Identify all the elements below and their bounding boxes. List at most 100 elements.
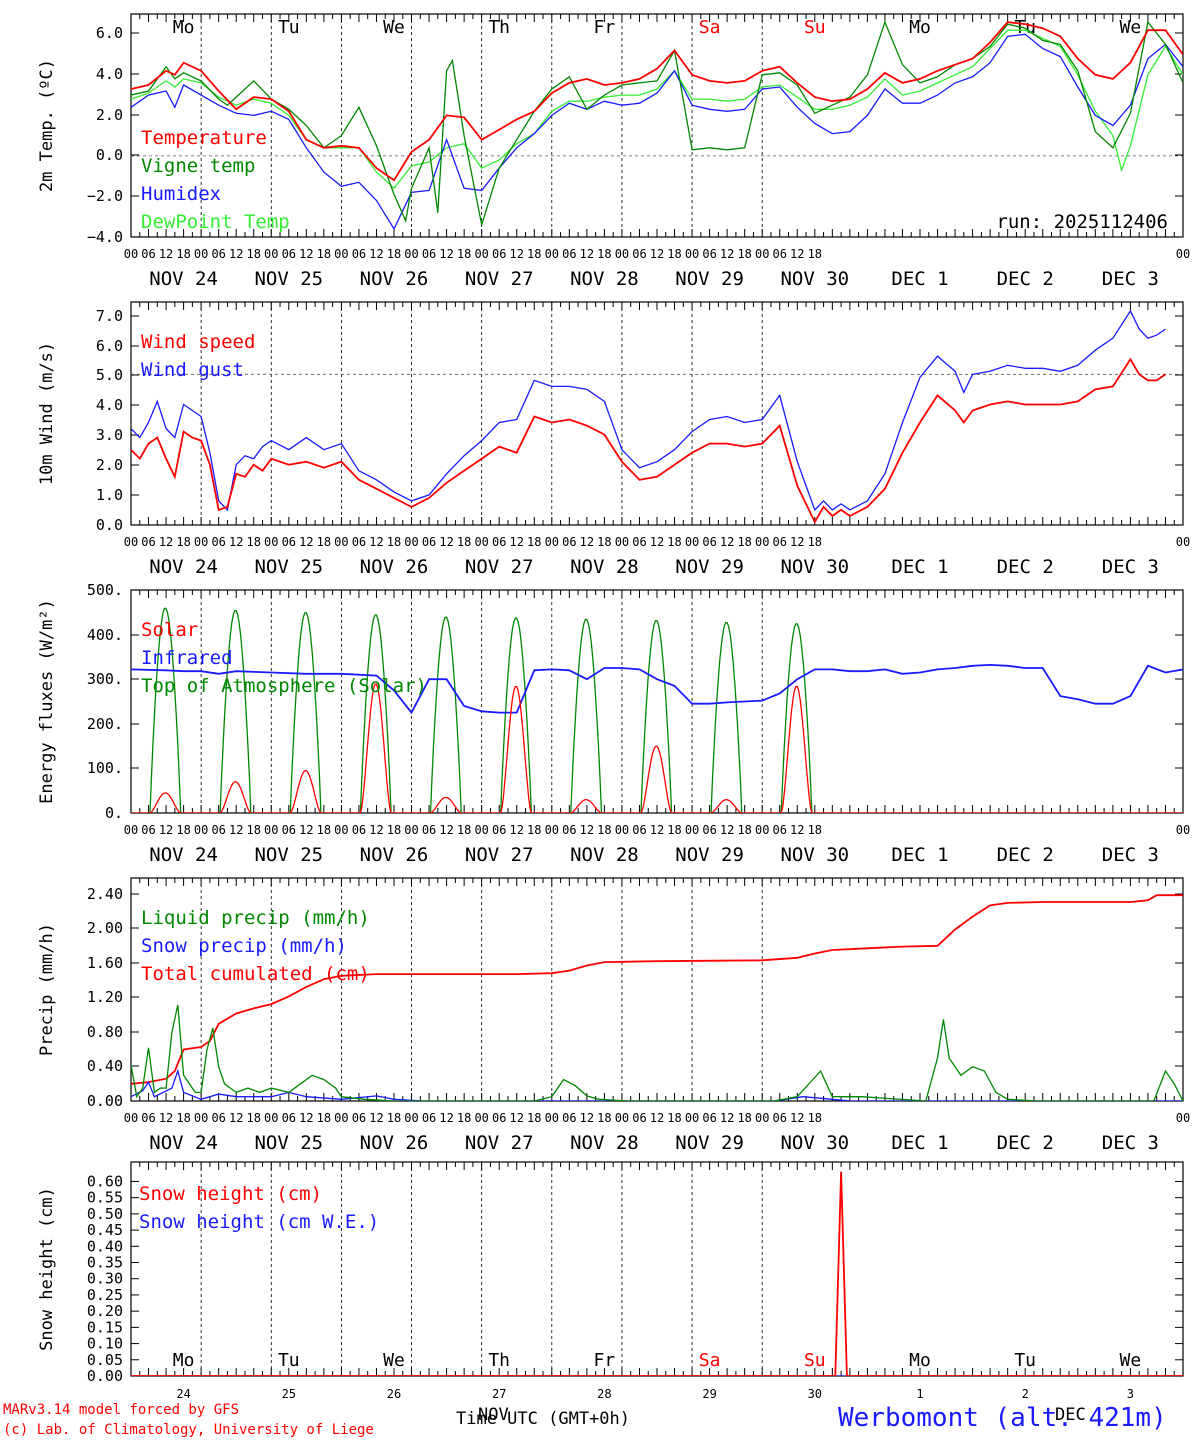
y-tick-label: 0.05: [87, 1351, 123, 1369]
hour-label: 18: [808, 247, 822, 261]
hour-label: 06: [422, 1111, 436, 1125]
hour-label: 00: [615, 247, 629, 261]
hour-label: 18: [667, 247, 681, 261]
hour-label: 18: [176, 535, 190, 549]
hour-label: 00: [755, 823, 769, 837]
hour-label: 12: [299, 1111, 313, 1125]
day-number: 3: [1127, 1387, 1134, 1401]
day-header: Mo: [173, 17, 195, 38]
legend-entry: Snow height (cm): [139, 1183, 322, 1205]
hour-label: 12: [299, 247, 313, 261]
y-tick-label: 400.: [87, 626, 123, 644]
date-label: DEC 3: [1102, 268, 1159, 290]
hour-label: 00: [755, 247, 769, 261]
y-tick-label: 6.0: [96, 24, 123, 42]
hour-label: 06: [632, 247, 646, 261]
y-tick-label: 1.20: [87, 988, 123, 1006]
hour-label: 12: [650, 1111, 664, 1125]
hour-label: 00: [545, 247, 559, 261]
series-line-top-of-atmosphere-solar-: [131, 607, 1183, 813]
y-tick-label: 0.25: [87, 1286, 123, 1304]
y-tick-label: 6.0: [96, 337, 123, 355]
y-tick-label: 0.0: [96, 146, 123, 164]
date-label: NOV 28: [570, 268, 639, 290]
panel-2m-temperature: −4.0 −2.0 0.0 2.0 4.0 6.0 2m Temp. (ºC) Mo Tu We T…: [37, 13, 1190, 290]
hour-label: 00: [685, 823, 699, 837]
legend-entry: Wind gust: [141, 359, 244, 381]
y-tick-label: 2.00: [87, 919, 123, 937]
date-label: DEC 1: [891, 268, 948, 290]
date-label: NOV 24: [149, 556, 218, 578]
y-tick-label: 0.20: [87, 1302, 123, 1320]
hour-label: 06: [702, 823, 716, 837]
hour-label: 12: [720, 247, 734, 261]
plot-frame: [130, 301, 1184, 526]
hour-label: 12: [159, 247, 173, 261]
hour-label: 06: [773, 247, 787, 261]
y-axis-label: Snow height (cm): [37, 1187, 57, 1351]
hour-label: 18: [176, 247, 190, 261]
hour-label: 12: [720, 1111, 734, 1125]
station-name: Werbomont (alt. 421m): [838, 1403, 1167, 1433]
hour-label: 18: [317, 1111, 331, 1125]
footer-model: MARv3.14 model forced by GFS: [3, 1402, 239, 1418]
y-tick-label: 300.: [87, 670, 123, 688]
legend-entry: Infrared: [141, 647, 233, 669]
hour-label: 06: [632, 535, 646, 549]
hour-label: 18: [317, 823, 331, 837]
hour-label: 12: [510, 1111, 524, 1125]
hour-label: 00: [124, 1111, 138, 1125]
hour-label: 18: [457, 535, 471, 549]
panel-snow-height: 0.000.050.100.150.200.250.300.350.400.45…: [37, 1161, 1184, 1401]
hour-label: 18: [317, 535, 331, 549]
y-tick-label: 0.45: [87, 1221, 123, 1239]
hour-label: 18: [737, 823, 751, 837]
hour-label: 06: [562, 823, 576, 837]
hour-label: 00: [404, 823, 418, 837]
y-tick-label: 0.55: [87, 1189, 123, 1207]
date-label: NOV 29: [675, 556, 744, 578]
hour-label: 00: [1176, 1111, 1190, 1125]
hour-label: 06: [492, 1111, 506, 1125]
hour-label: 06: [422, 535, 436, 549]
y-tick-label: 0.0: [96, 516, 123, 534]
date-label: NOV 25: [254, 556, 323, 578]
hour-label: 18: [737, 1111, 751, 1125]
y-tick-label: 0.35: [87, 1254, 123, 1272]
hour-label: 00: [474, 1111, 488, 1125]
y-tick-label: 0.00: [87, 1092, 123, 1110]
hour-label: 00: [334, 535, 348, 549]
y-tick-label: 1.0: [96, 486, 123, 504]
day-header: We: [1120, 17, 1142, 38]
hour-label: 00: [474, 823, 488, 837]
y-tick-label: 0.00: [87, 1367, 123, 1385]
y-tick-label: 0.80: [87, 1023, 123, 1041]
hour-label: 00: [404, 535, 418, 549]
date-label: DEC 3: [1102, 1132, 1159, 1154]
date-label: DEC 1: [891, 844, 948, 866]
day-header: Su: [804, 1350, 826, 1371]
legend-entry: DewPoint Temp: [141, 211, 290, 233]
hour-label: 06: [211, 247, 225, 261]
panel-10m-wind: 0.0 1.0 2.0 3.0 4.0 5.0 6.0 7.0 10m Wind (m/s) 00…: [37, 301, 1190, 578]
hour-label: 12: [299, 535, 313, 549]
hour-label: 00: [755, 1111, 769, 1125]
hour-label: 12: [229, 1111, 243, 1125]
legend-entry: Total cumulated (cm): [141, 963, 370, 985]
hour-label: 18: [808, 1111, 822, 1125]
legend-entry: Humidex: [141, 183, 221, 205]
hour-label: 00: [264, 247, 278, 261]
day-header: Fr: [594, 17, 616, 38]
y-tick-label: 4.0: [96, 65, 123, 83]
series-line-wind-speed: [131, 357, 1167, 524]
hour-label: 06: [282, 535, 296, 549]
hour-label: 12: [229, 247, 243, 261]
hour-label: 12: [299, 823, 313, 837]
y-axis-label: 10m Wind (m/s): [37, 342, 57, 485]
hour-label: 00: [334, 247, 348, 261]
hour-label: 18: [597, 823, 611, 837]
hour-label: 18: [667, 1111, 681, 1125]
hour-label: 18: [527, 823, 541, 837]
hour-label: 06: [422, 823, 436, 837]
hour-label: 06: [562, 247, 576, 261]
